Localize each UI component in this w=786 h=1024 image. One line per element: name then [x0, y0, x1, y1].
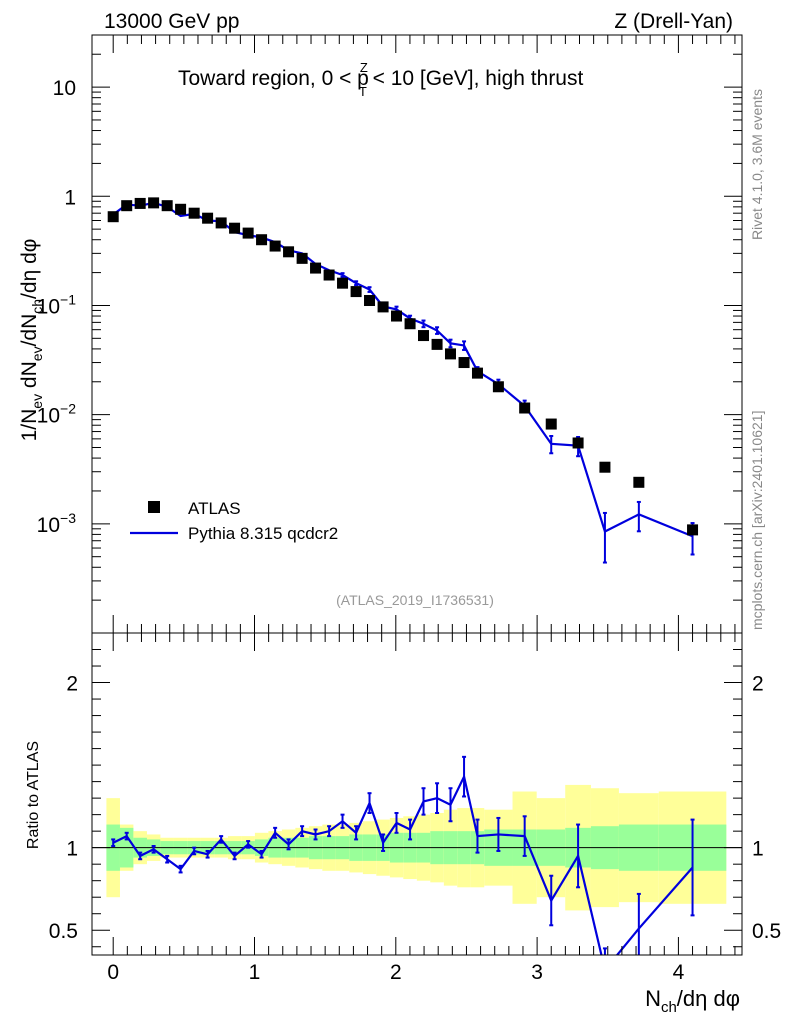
data-point: [296, 252, 308, 264]
main-panel: 10 1 10−1 10−2 10−3 Toward region, 0 < pZ T < …: [18, 34, 743, 634]
data-point: [444, 348, 456, 360]
data-point: [215, 217, 227, 229]
data-point: [283, 246, 295, 258]
data-point: [229, 222, 241, 234]
ratio-y-tick-label-right: 1: [752, 838, 764, 861]
data-point: [492, 381, 504, 393]
x-tick-label: 3: [531, 961, 543, 984]
data-point: [323, 269, 335, 281]
data-point: [188, 207, 200, 219]
y-tick-label: 10−1: [37, 291, 77, 318]
data-point: [310, 262, 322, 274]
ratio-frame: [91, 632, 743, 956]
data-point: [471, 367, 483, 379]
ratio-y-tick-label-right: 2: [752, 673, 764, 696]
y-tick-label: 1: [64, 186, 76, 209]
legend-data-label: ATLAS: [188, 499, 241, 518]
mcplots-label: mcplots.cern.ch [arXiv:2401.10621]: [749, 411, 765, 630]
mc-line: [112, 201, 693, 538]
main-frame: [91, 34, 743, 634]
data-point: [377, 301, 389, 313]
x-axis-label: Nch/dη dφ: [645, 986, 740, 1016]
data-point: [519, 402, 531, 414]
header-right: Z (Drell-Yan): [614, 10, 733, 33]
legend-data-marker: [148, 501, 160, 513]
y-axis-label: 1/Nev dNev/dNch/dη dφ: [18, 239, 45, 442]
data-point: [418, 330, 429, 342]
data-point: [431, 338, 443, 350]
y-tick-label: 10−2: [37, 401, 77, 428]
data-point: [175, 203, 187, 215]
header-left: 13000 GeV pp: [104, 10, 239, 33]
y-tick-label: 10−3: [37, 510, 77, 537]
data-point: [121, 200, 133, 212]
legend-mc-label: Pythia 8.315 qcdcr2: [188, 524, 338, 543]
ratio-y-tick-label-right: 0.5: [752, 920, 781, 943]
plot-title: Toward region, 0 < pZ T < 10 [GeV], high …: [178, 60, 583, 99]
ratio-panel: 0.5 0.5 1 1 2 2 0 1 2 3 4 Ratio to ATLAS Nch/dη dφ: [25, 632, 781, 1016]
data-point: [337, 277, 349, 289]
x-tick-label: 0: [107, 961, 119, 984]
data-point: [242, 227, 254, 239]
data-point: [148, 197, 160, 209]
data-point: [572, 437, 584, 449]
data-point: [269, 240, 281, 252]
data-point: [350, 286, 362, 298]
data-point: [458, 357, 470, 369]
y-tick-label: 10: [53, 77, 76, 100]
data-point: [545, 418, 557, 430]
data-point: [404, 318, 416, 330]
data-point: [391, 310, 403, 322]
ratio-y-tick-label: 1: [66, 838, 78, 861]
x-tick-label: 2: [390, 961, 402, 984]
data-point: [161, 200, 173, 212]
data-point: [134, 197, 146, 209]
ratio-y-tick-label: 0.5: [49, 920, 78, 943]
data-point: [364, 295, 376, 307]
ratio-y-axis-label: Ratio to ATLAS: [25, 741, 42, 849]
data-point: [687, 524, 699, 536]
ratio-y-tick-label: 2: [66, 673, 78, 696]
data-point: [633, 476, 645, 488]
x-tick-label: 4: [673, 961, 685, 984]
rivet-label: Rivet 4.1.0, 3.6M events: [749, 89, 765, 240]
data-point: [256, 234, 268, 246]
data-point: [107, 211, 119, 223]
x-tick-label: 1: [249, 961, 261, 984]
analysis-watermark: (ATLAS_2019_I1736531): [336, 592, 494, 608]
data-point: [202, 212, 214, 224]
ratio-lines: [111, 755, 695, 955]
data-point: [599, 461, 611, 473]
